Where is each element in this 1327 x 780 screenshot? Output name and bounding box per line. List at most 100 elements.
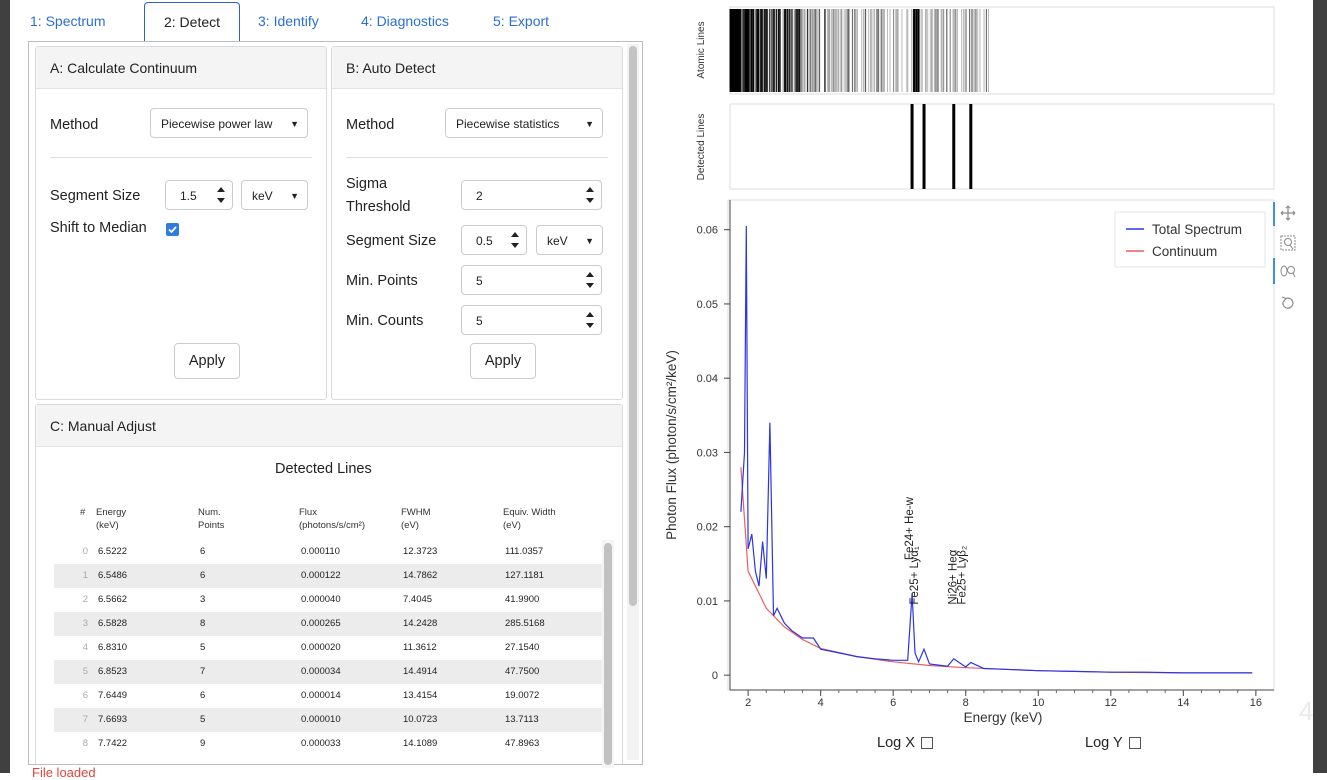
cell-index: 5 bbox=[82, 666, 88, 677]
tab-diagnostics[interactable]: 4: Diagnostics bbox=[361, 13, 449, 29]
detect-segment-unit-select[interactable]: keV ▼ bbox=[536, 225, 603, 255]
apply-continuum-button[interactable]: Apply bbox=[174, 343, 240, 379]
cell-flux: 0.000014 bbox=[301, 690, 341, 701]
continuum-method-select[interactable]: Piecewise power law ▼ bbox=[150, 108, 308, 138]
cell-index: 4 bbox=[82, 642, 88, 653]
segment-size-stepper[interactable]: 1.5 bbox=[165, 180, 233, 210]
panel-b-title: B: Auto Detect bbox=[332, 47, 622, 89]
box-zoom-icon[interactable] bbox=[1280, 235, 1296, 251]
y-tick-label: 0.03 bbox=[697, 447, 718, 459]
sigma-threshold-stepper[interactable]: 2 bbox=[461, 180, 602, 210]
column-header-equiv-width[interactable]: Equiv. Width (eV) bbox=[503, 507, 556, 531]
tab-spectrum[interactable]: 1: Spectrum bbox=[30, 13, 106, 29]
min-points-label: Min. Points bbox=[346, 273, 418, 289]
stepper-arrows-icon[interactable] bbox=[585, 269, 595, 291]
stepper-arrows-icon[interactable] bbox=[585, 184, 595, 206]
table-row[interactable]: 7 7.6693 5 0.000010 10.0723 13.7113 bbox=[54, 708, 602, 732]
wheel-zoom-icon[interactable] bbox=[1280, 265, 1296, 278]
spectrum-plot-area[interactable]: Atomic Lines Detected Lines 2 4 6 8 10 12 14 16… bbox=[660, 0, 1300, 773]
divider bbox=[50, 157, 312, 158]
cell-flux: 0.000034 bbox=[301, 666, 341, 677]
x-axis-label: Energy (keV) bbox=[964, 710, 1043, 725]
min-counts-stepper[interactable]: 5 bbox=[461, 305, 602, 335]
stepper-arrows-icon[interactable] bbox=[585, 309, 595, 331]
sigma-label-line1: Sigma bbox=[346, 176, 388, 192]
log-x-toggle[interactable]: Log X bbox=[877, 735, 933, 751]
table-row[interactable]: 8 7.7422 9 0.000033 14.1089 47.8963 bbox=[54, 732, 602, 756]
divider bbox=[346, 157, 608, 158]
legend-box bbox=[1114, 211, 1266, 268]
cell-num-points: 9 bbox=[200, 738, 206, 749]
line-annotation: Fe24+ He-w bbox=[904, 496, 916, 560]
log-y-checkbox[interactable] bbox=[1128, 737, 1141, 750]
cell-equiv-width: 285.5168 bbox=[505, 618, 545, 629]
cell-equiv-width: 27.1540 bbox=[505, 642, 540, 653]
table-row[interactable]: 0 6.5222 6 0.000110 12.3723 111.0357 bbox=[54, 540, 602, 564]
column-header-energy[interactable]: Energy (keV) bbox=[96, 507, 127, 531]
plot-legend[interactable]: Total Spectrum Continuum bbox=[1114, 211, 1266, 268]
x-tick-label: 4 bbox=[818, 697, 824, 709]
cell-fwhm: 12.3723 bbox=[403, 546, 438, 557]
column-header-num-points[interactable]: Num. Points bbox=[198, 507, 225, 531]
cell-flux: 0.000010 bbox=[301, 714, 341, 725]
line-annotation: Fe25+ Lyβ₂ bbox=[957, 546, 969, 605]
table-row[interactable]: 3 6.5828 8 0.000265 14.2428 285.5168 bbox=[54, 612, 602, 636]
cell-num-points: 5 bbox=[200, 714, 206, 725]
cell-energy: 7.6693 bbox=[98, 714, 128, 725]
stepper-arrows-icon[interactable] bbox=[510, 229, 520, 251]
table-row[interactable]: 1 6.5486 6 0.000122 14.7862 127.1181 bbox=[54, 564, 602, 588]
cell-equiv-width: 47.8963 bbox=[505, 738, 540, 749]
reset-icon[interactable] bbox=[1281, 296, 1294, 309]
table-row[interactable]: 6 7.6449 6 0.000014 13.4154 19.0072 bbox=[54, 684, 602, 708]
min-points-stepper[interactable]: 5 bbox=[461, 265, 602, 295]
y-axis-label: Photon Flux (photon/s/cm²/keV) bbox=[664, 350, 679, 540]
tab-identify[interactable]: 3: Identify bbox=[258, 13, 319, 29]
segment-size-value: 1.5 bbox=[180, 189, 197, 203]
table-scrollbar-thumb[interactable] bbox=[604, 543, 612, 765]
segment-unit-select[interactable]: keV ▼ bbox=[241, 180, 308, 210]
cell-flux: 0.000020 bbox=[301, 642, 341, 653]
column-header-flux[interactable]: Flux (photons/s/cm²) bbox=[299, 507, 365, 531]
x-tick-label: 12 bbox=[1105, 697, 1117, 709]
min-counts-label: Min. Counts bbox=[346, 313, 424, 329]
cell-num-points: 8 bbox=[200, 618, 206, 629]
cell-fwhm: 10.0723 bbox=[403, 714, 438, 725]
segment-size-label: Segment Size bbox=[346, 233, 437, 249]
y-tick-label: 0 bbox=[712, 670, 718, 682]
sigma-threshold-value: 2 bbox=[476, 189, 483, 203]
log-y-toggle[interactable]: Log Y bbox=[1085, 735, 1141, 751]
line-annotation: Fe25+ Lyα₁ bbox=[909, 546, 921, 604]
cell-equiv-width: 19.0072 bbox=[505, 690, 540, 701]
detected-lines-label: Detected Lines bbox=[696, 114, 707, 181]
detect-method-select[interactable]: Piecewise statistics ▼ bbox=[445, 108, 603, 138]
cell-num-points: 6 bbox=[200, 570, 206, 581]
cell-index: 6 bbox=[82, 690, 88, 701]
column-header-fwhm[interactable]: FWHM (eV) bbox=[401, 507, 431, 531]
apply-detect-button[interactable]: Apply bbox=[470, 343, 536, 379]
detect-panel-frame: A: Calculate Continuum Method Piecewise … bbox=[28, 41, 643, 765]
table-row[interactable]: 5 6.8523 7 0.000034 14.4914 47.7500 bbox=[54, 660, 602, 684]
cell-equiv-width: 111.0357 bbox=[505, 546, 544, 557]
cell-energy: 6.5486 bbox=[98, 570, 128, 581]
x-tick-label: 10 bbox=[1032, 697, 1044, 709]
tab-export[interactable]: 5: Export bbox=[493, 13, 550, 29]
cell-flux: 0.000033 bbox=[301, 738, 341, 749]
detected-lines-panel bbox=[729, 103, 1275, 190]
detect-segment-size-stepper[interactable]: 0.5 bbox=[461, 225, 527, 255]
x-tick-label: 16 bbox=[1250, 697, 1262, 709]
cell-equiv-width: 41.9900 bbox=[505, 594, 540, 605]
tab-detect[interactable]: 2: Detect bbox=[144, 2, 240, 41]
panel-scrollbar-thumb[interactable] bbox=[629, 46, 637, 606]
shift-to-median-checkbox[interactable] bbox=[166, 223, 179, 236]
stepper-arrows-icon[interactable] bbox=[216, 184, 226, 206]
table-row[interactable]: 4 6.8310 5 0.000020 11.3612 27.1540 bbox=[54, 636, 602, 660]
column-header-index: # bbox=[80, 507, 86, 518]
cell-energy: 6.5222 bbox=[98, 546, 128, 557]
table-row[interactable]: 2 6.5662 3 0.000040 7.4045 41.9900 bbox=[54, 588, 602, 612]
pan-tool-icon[interactable] bbox=[1280, 205, 1296, 221]
log-x-checkbox[interactable] bbox=[920, 737, 933, 750]
atomic-lines-label: Atomic Lines bbox=[696, 21, 707, 78]
x-tick-label: 14 bbox=[1177, 697, 1189, 709]
right-edge-bar bbox=[1313, 0, 1327, 773]
